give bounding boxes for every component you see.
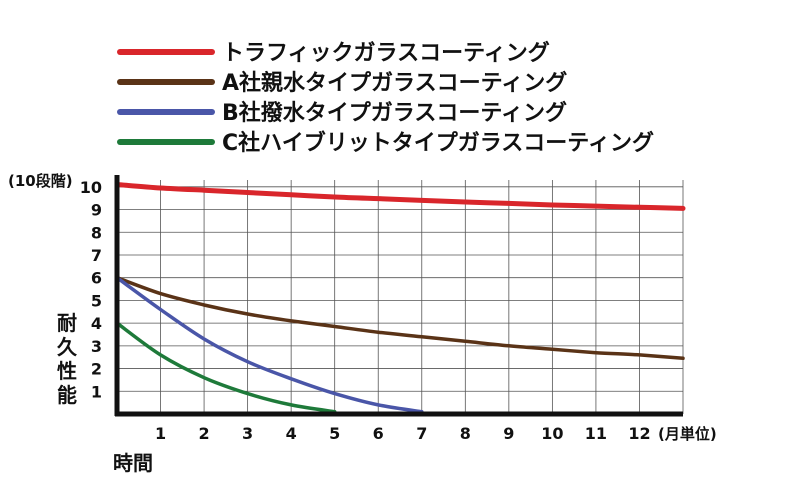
x-tick-label: 8 — [460, 424, 471, 443]
y-tick-label: 6 — [91, 269, 102, 288]
x-tick-label: 12 — [628, 424, 650, 443]
x-tick-label: 6 — [373, 424, 384, 443]
legend-label: B社撥水タイプガラスコーティング — [222, 100, 567, 126]
series-line — [115, 321, 337, 414]
x-tick-label: 7 — [416, 424, 427, 443]
legend-label: A社親水タイプガラスコーティング — [222, 70, 567, 96]
x-tick-label: 2 — [199, 424, 210, 443]
x-tick-label: 5 — [329, 424, 340, 443]
x-tick-label: 1 — [155, 424, 166, 443]
y-tick-label: 8 — [91, 223, 102, 242]
y-tick-label: 9 — [91, 201, 102, 220]
x-axis-title: 時間 — [113, 451, 153, 475]
y-unit-label: (10段階) — [8, 172, 73, 190]
y-tick-label: 5 — [91, 291, 102, 310]
legend: トラフィックガラスコーティング A社親水タイプガラスコーティング B社撥水タイプガラ… — [117, 40, 654, 156]
y-axis-title-char: 耐 — [57, 311, 77, 335]
series-line — [114, 182, 686, 211]
x-tick-label: 3 — [242, 424, 253, 443]
legend-label: トラフィックガラスコーティング — [222, 40, 550, 66]
x-tick-label: 9 — [503, 424, 514, 443]
y-tick-label: 1 — [91, 382, 102, 401]
y-axis-title-char: 能 — [57, 383, 77, 407]
y-tick-label: 3 — [91, 337, 102, 356]
y-tick-label: 4 — [91, 314, 102, 333]
legend-label: C社ハイブリットタイプガラスコーティング — [222, 130, 654, 156]
y-tick-label: 2 — [91, 360, 102, 379]
y-tick-label: 7 — [91, 246, 102, 265]
series-line — [115, 275, 424, 414]
axes — [114, 175, 683, 417]
grid — [117, 180, 684, 414]
x-tick-label: 11 — [585, 424, 607, 443]
x-tick-label: 4 — [286, 424, 297, 443]
series-lines — [114, 182, 686, 414]
y-axis-title-char: 性 — [57, 359, 77, 383]
x-tick-label: 10 — [541, 424, 563, 443]
y-tick-label: 10 — [80, 178, 102, 197]
y-axis-title: 耐久性能 — [57, 311, 78, 407]
x-unit-label: (月単位) — [658, 425, 717, 443]
y-axis-title-char: 久 — [57, 335, 78, 359]
series-line — [115, 275, 685, 361]
